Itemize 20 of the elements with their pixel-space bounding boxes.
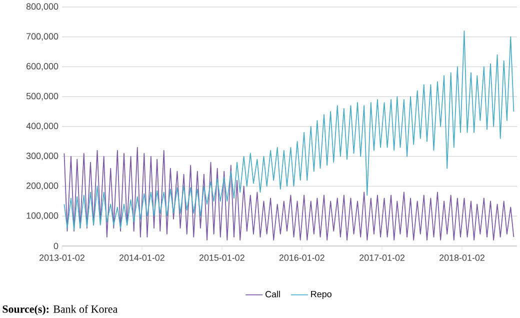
legend-label: Repo bbox=[311, 290, 332, 300]
y-tick-label: 800,000 bbox=[26, 3, 58, 11]
y-tick-label: 700,000 bbox=[26, 33, 58, 41]
y-tick-label: 200,000 bbox=[26, 182, 58, 190]
y-tick-label: 100,000 bbox=[26, 212, 58, 220]
line-series bbox=[64, 30, 514, 230]
y-tick-label: 500,000 bbox=[26, 92, 58, 100]
y-tick-label: 300,000 bbox=[26, 152, 58, 160]
x-tick-label: 2014-01-02 bbox=[119, 254, 164, 261]
text: Source(s): Bank of Korea bbox=[2, 304, 118, 316]
x-tick-label: 2015-01-02 bbox=[199, 254, 244, 261]
x-tick-label: 2013-01-02 bbox=[40, 254, 84, 261]
y-tick-label: 600,000 bbox=[26, 63, 58, 70]
y-tick-label: 400,000 bbox=[26, 122, 58, 130]
x-tick-label: 2017-01-02 bbox=[360, 254, 405, 261]
y-tick-label: 0 bbox=[54, 242, 58, 250]
x-tick-label: 2016-01-02 bbox=[279, 254, 324, 261]
line-series bbox=[64, 146, 514, 240]
x-tick-label: 2018-01-02 bbox=[440, 254, 484, 261]
legend-label: Call bbox=[266, 290, 280, 298]
